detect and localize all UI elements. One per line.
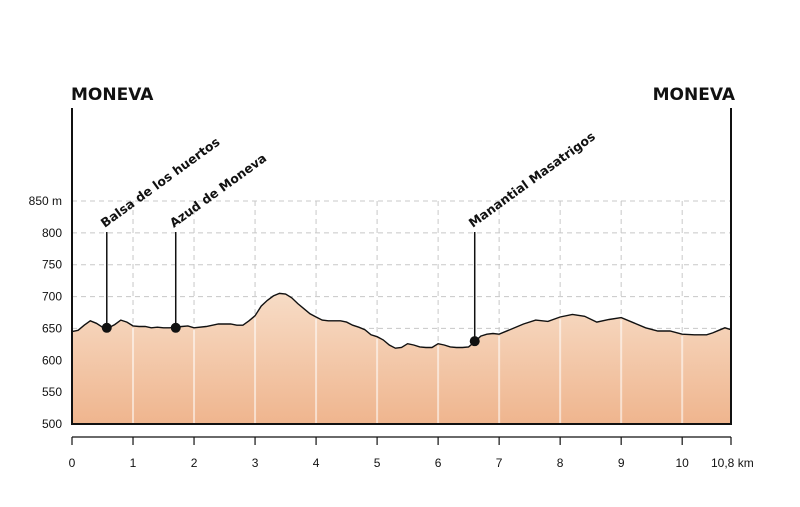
poi-label: Manantial Masatrigos: [466, 129, 598, 231]
y-tick-label: 850 m: [29, 194, 62, 208]
end-town-label: MONEVA: [653, 85, 736, 105]
y-axis-ticks: 500 550 600 650 700 750 800 850 m: [29, 194, 63, 431]
poi-dot: [101, 322, 112, 333]
x-tick-label: 4: [313, 456, 320, 470]
x-axis-ticks: 0 1 2 3 4 5 6 7 8 9 10 10,8 km: [69, 437, 754, 470]
start-town-label: MONEVA: [71, 85, 154, 105]
x-tick-label: 9: [618, 456, 625, 470]
x-tick-label: 3: [252, 456, 259, 470]
y-tick-label: 600: [42, 353, 62, 367]
poi-marker: Balsa de los huertos: [98, 134, 223, 333]
x-tick-label: 8: [557, 456, 564, 470]
poi-marker: Manantial Masatrigos: [466, 129, 598, 347]
y-tick-label: 550: [42, 385, 62, 399]
km-bands: [132, 317, 684, 424]
elevation-area: [72, 293, 731, 424]
y-tick-label: 650: [42, 321, 62, 335]
x-tick-label: 5: [374, 456, 381, 470]
x-tick-label: 1: [130, 456, 137, 470]
poi-label: Balsa de los huertos: [98, 134, 223, 230]
poi-dot: [469, 336, 480, 347]
y-tick-label: 800: [42, 226, 62, 240]
elevation-line: [71, 292, 732, 349]
x-tick-label: 0: [69, 456, 76, 470]
x-tick-label: 6: [435, 456, 442, 470]
y-tick-label: 750: [42, 258, 62, 272]
poi-marker: Azud de Moneva: [167, 150, 269, 333]
x-tick-label: 2: [191, 456, 198, 470]
x-tick-label: 10,8 km: [711, 456, 754, 470]
poi-dot: [170, 322, 181, 333]
y-tick-label: 700: [42, 290, 62, 304]
y-tick-label: 500: [42, 417, 62, 431]
x-tick-label: 10: [676, 456, 690, 470]
x-tick-label: 7: [496, 456, 503, 470]
